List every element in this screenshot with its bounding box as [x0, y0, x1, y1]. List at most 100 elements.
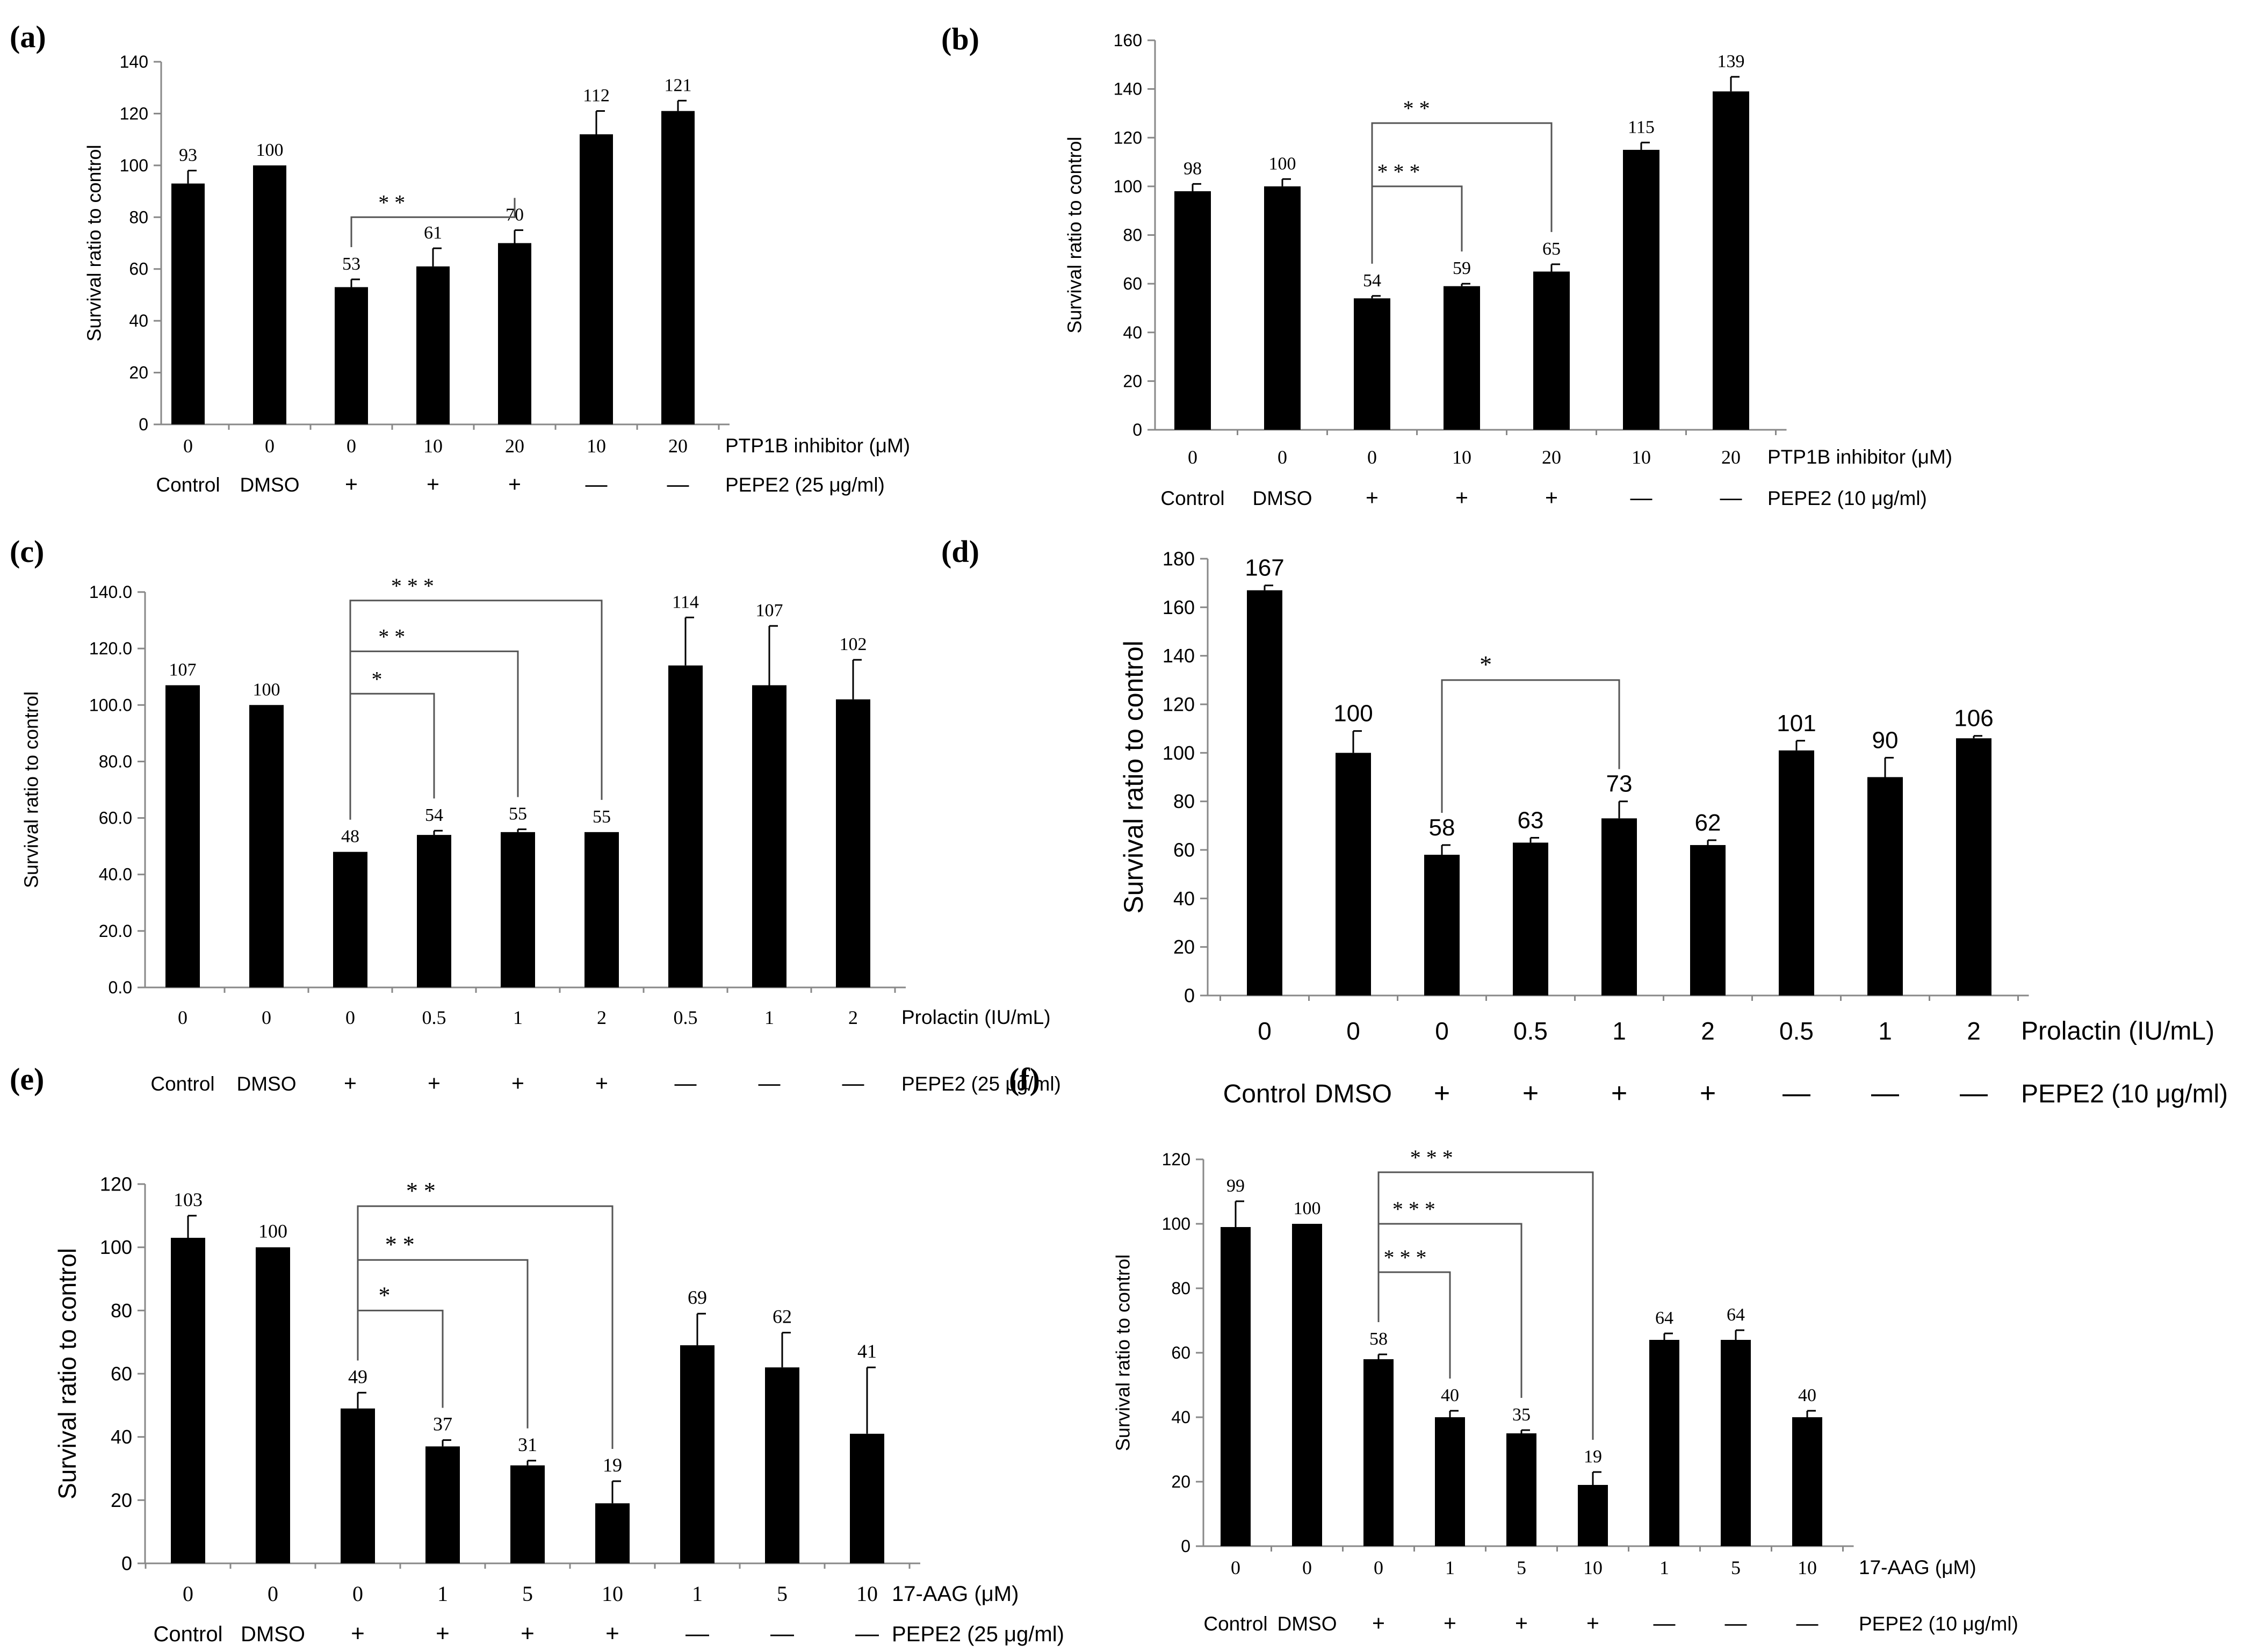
treatment-label: DMSO	[241, 1622, 305, 1646]
panel-label: (c)	[10, 534, 44, 569]
bar	[1867, 777, 1903, 995]
treatment-title: PEPE2 (10 μg/ml)	[1859, 1613, 2018, 1635]
treatment-mark: +	[1586, 1611, 1599, 1635]
treatment-mark: —	[842, 1071, 864, 1095]
bar	[1649, 1340, 1679, 1546]
x-tick-label: 10	[1632, 446, 1651, 468]
x-tick-label: 0	[1278, 446, 1287, 468]
y-axis-label: Survival ratio to control	[53, 1248, 81, 1499]
x-tick-label: 1	[513, 1007, 523, 1028]
bar	[1623, 149, 1659, 430]
data-label: 64	[1655, 1308, 1673, 1328]
treatment-title: PEPE2 (10 μg/ml)	[1767, 487, 1927, 509]
bar	[668, 665, 703, 987]
significance-label: *	[379, 1282, 391, 1308]
bar	[335, 287, 368, 424]
y-tick-label: 100.0	[89, 695, 132, 715]
bar	[1424, 855, 1460, 995]
x-tick-label: 2	[1967, 1017, 1981, 1045]
y-tick-label: 20	[111, 1489, 132, 1511]
y-tick-label: 20.0	[99, 921, 132, 941]
bar	[1578, 1485, 1608, 1546]
data-label: 100	[1333, 701, 1373, 727]
significance-label: * *	[406, 1178, 436, 1204]
bar	[1264, 186, 1301, 430]
treatment-mark: —	[1630, 485, 1652, 510]
y-tick-label: 0.0	[109, 978, 132, 997]
significance-bracket	[1377, 1171, 1594, 1440]
treatment-mark: +	[595, 1071, 608, 1095]
data-label: 61	[424, 223, 442, 243]
bar	[661, 111, 695, 424]
y-tick-label: 120	[100, 1173, 132, 1195]
y-tick-label: 160	[1114, 31, 1142, 50]
x-tick-label: 5	[1731, 1557, 1741, 1578]
treatment-mark: +	[1366, 485, 1379, 510]
significance-label: * *	[378, 624, 405, 648]
x-tick-label: 0	[345, 1007, 355, 1028]
data-label: 98	[1183, 158, 1202, 178]
y-tick-label: 120	[120, 104, 148, 123]
data-label: 100	[1294, 1199, 1321, 1218]
bar	[249, 705, 284, 987]
data-label: 112	[583, 86, 610, 106]
data-label: 103	[174, 1189, 203, 1210]
x-tick-label: 1	[1878, 1017, 1892, 1045]
significance-label: * * *	[1377, 160, 1420, 184]
treatment-mark: +	[1522, 1078, 1539, 1109]
y-tick-label: 0	[1184, 985, 1195, 1007]
treatment-mark: +	[344, 1071, 357, 1095]
treatment-label: Control	[1160, 487, 1224, 509]
data-label: 101	[1777, 710, 1816, 737]
bar	[501, 832, 535, 987]
treatment-label: Control	[156, 474, 220, 496]
significance-label: *	[1480, 651, 1492, 678]
x-tick-label: 5	[1517, 1557, 1526, 1578]
x-tick-label: 0	[1435, 1017, 1449, 1045]
y-tick-label: 140	[1163, 645, 1195, 667]
treatment-mark: —	[667, 472, 689, 496]
treatment-mark: —	[759, 1071, 781, 1095]
data-label: 102	[840, 634, 867, 654]
x-tick-label: 10	[1798, 1557, 1817, 1578]
data-label: 99	[1226, 1176, 1245, 1196]
y-tick-label: 160	[1163, 596, 1195, 618]
x-tick-label: 0	[352, 1582, 363, 1606]
y-tick-label: 40	[1123, 323, 1142, 342]
bar	[1444, 286, 1480, 430]
y-tick-label: 140	[1114, 80, 1142, 99]
treatment-mark: +	[345, 472, 358, 496]
treatment-mark: +	[427, 472, 439, 496]
x-tick-label: 0	[262, 1007, 271, 1028]
x-tick-label: 0	[268, 1582, 278, 1606]
y-tick-label: 100	[1162, 1214, 1190, 1233]
y-tick-label: 40	[111, 1426, 132, 1448]
data-label: 62	[1695, 810, 1721, 836]
y-tick-label: 0	[1181, 1536, 1190, 1556]
treatment-title: PEPE2 (25 μg/ml)	[725, 474, 885, 496]
bar	[584, 832, 619, 987]
x-tick-label: 0.5	[422, 1007, 446, 1028]
x-tick-label: 0	[183, 435, 193, 457]
bar	[1336, 753, 1371, 995]
significance-bracket	[357, 1309, 444, 1408]
treatment-mark: +	[605, 1620, 619, 1647]
bar	[680, 1345, 715, 1563]
x-axis-title: PTP1B inhibitor (μM)	[725, 435, 910, 457]
bar	[416, 266, 450, 424]
data-label: 64	[1727, 1305, 1745, 1325]
y-tick-label: 120	[1114, 128, 1142, 147]
bar	[752, 685, 786, 987]
treatment-title: PEPE2 (25 μg/ml)	[901, 1073, 1061, 1095]
data-label: 41	[857, 1340, 877, 1362]
data-label: 31	[518, 1434, 537, 1455]
significance-label: * *	[378, 190, 405, 214]
significance-label: * *	[1403, 96, 1430, 120]
bar	[165, 685, 200, 987]
treatment-mark: —	[855, 1620, 879, 1647]
bar	[425, 1446, 460, 1563]
y-axis-label: Survival ratio to control	[1064, 136, 1086, 333]
